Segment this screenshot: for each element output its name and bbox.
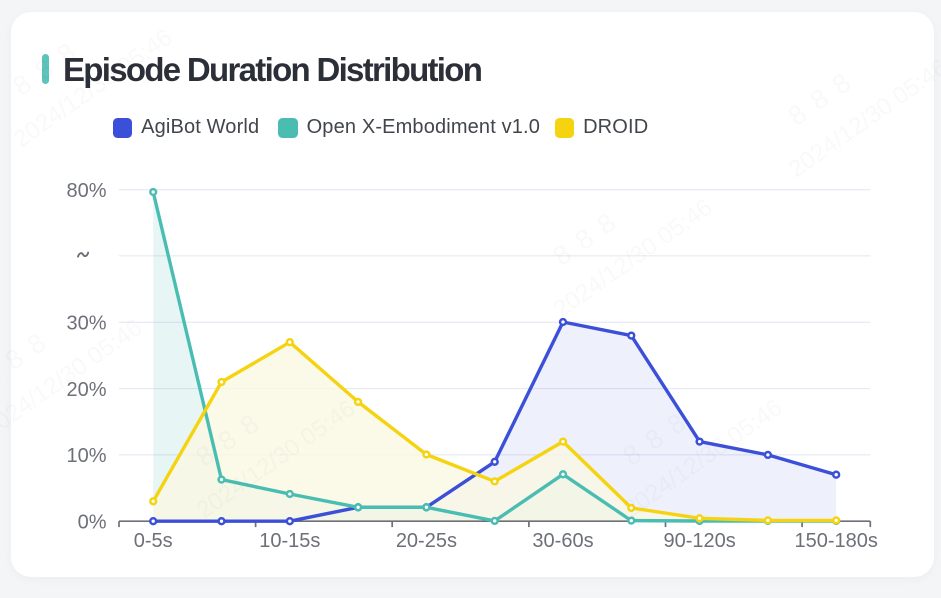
svg-text:0-5s: 0-5s (134, 530, 173, 552)
svg-text:80%: 80% (66, 180, 106, 202)
svg-text:20%: 20% (66, 379, 106, 401)
svg-text:150-180s: 150-180s (794, 530, 877, 552)
svg-text:0%: 0% (78, 511, 107, 533)
svg-text:30-60s: 30-60s (532, 530, 593, 552)
svg-text:90-120s: 90-120s (663, 530, 735, 552)
svg-text:30%: 30% (66, 313, 106, 335)
svg-text:10-15s: 10-15s (259, 530, 320, 552)
svg-text:20-25s: 20-25s (396, 530, 457, 552)
svg-text:10%: 10% (66, 445, 106, 467)
